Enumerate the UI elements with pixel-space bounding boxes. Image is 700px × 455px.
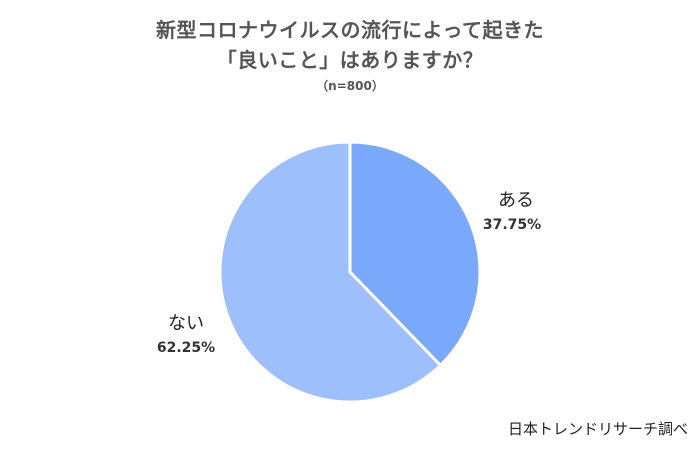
chart-title-line-2: 「良いこと」はありますか？: [216, 48, 484, 72]
slice-label-nai: ない: [168, 313, 204, 334]
slice-value-aru: 37.75%: [483, 217, 541, 233]
source-note: 日本トレンドリサーチ調べ: [507, 420, 688, 438]
chart-subtitle: （n=800）: [316, 79, 384, 93]
slice-value-nai: 62.25%: [157, 340, 215, 356]
chart-title-line-1: 新型コロナウイルスの流行によって起きた: [156, 18, 544, 42]
slice-label-aru: ある: [498, 190, 534, 211]
pie-slice-nai: [218, 140, 442, 404]
pie-slice-aru: [348, 140, 482, 367]
